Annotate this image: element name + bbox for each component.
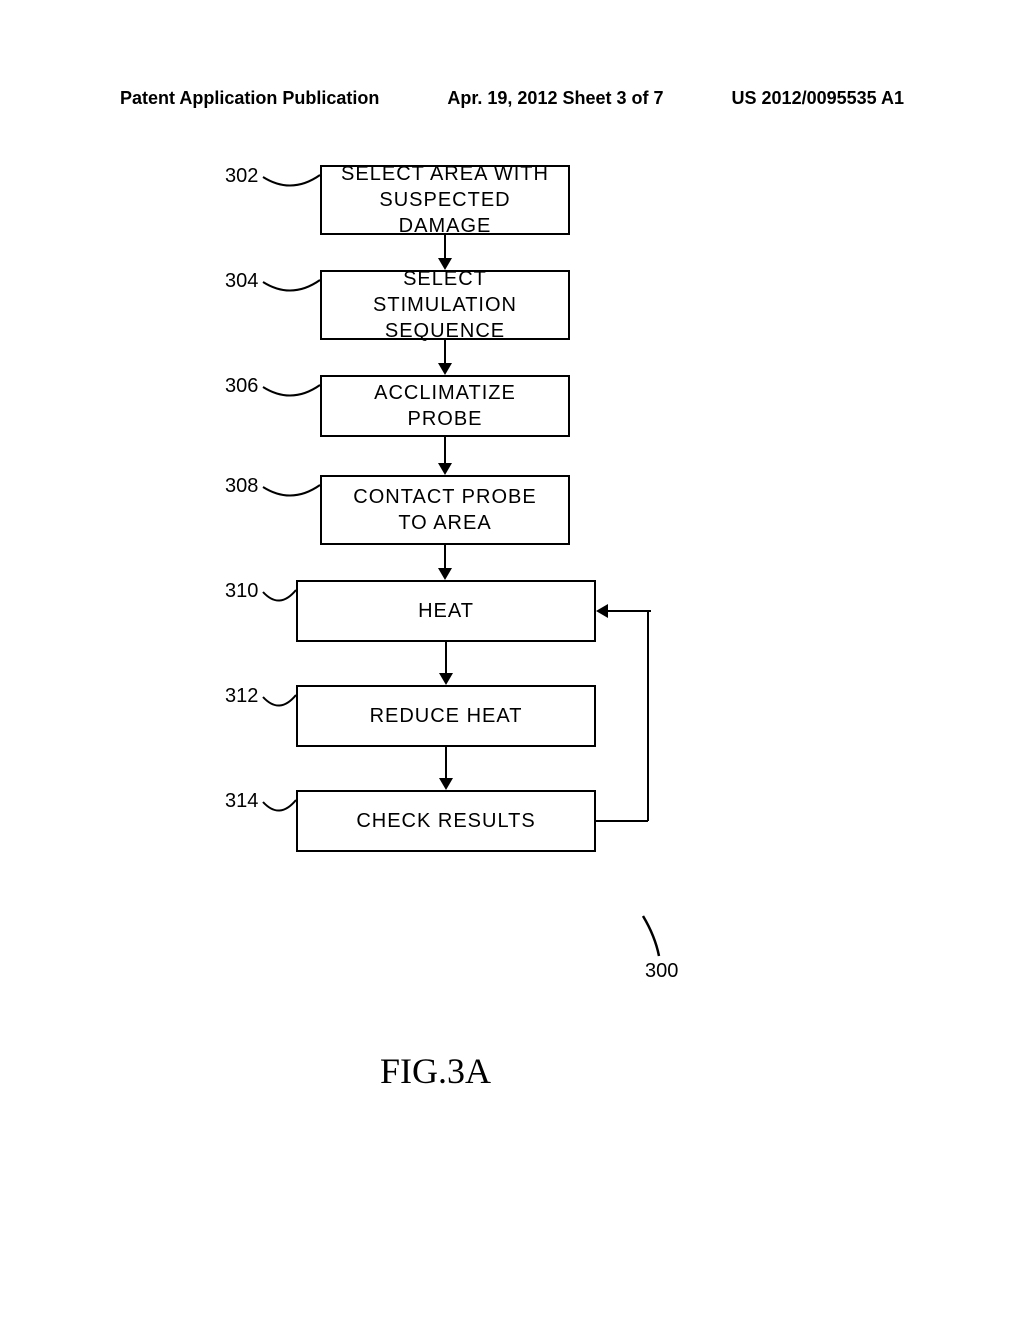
flowchart-box-308: CONTACT PROBE TO AREA: [320, 475, 570, 545]
edge-line: [444, 437, 447, 465]
edge-arrowhead: [438, 463, 452, 475]
edge-arrowhead: [438, 258, 452, 270]
loopback-seg: [596, 820, 648, 823]
edge-line: [444, 235, 447, 260]
ref-label-310: 310: [225, 580, 258, 603]
flowchart-box-310: HEAT: [296, 580, 596, 642]
ref-label-308: 308: [225, 475, 258, 498]
flowchart-diagram: SELECT AREA WITH SUSPECTED DAMAGE 302 SELE…: [0, 160, 1024, 1160]
edge-line: [444, 340, 447, 365]
flowchart-box-314: CHECK RESULTS: [296, 790, 596, 852]
edge-line: [445, 642, 448, 675]
flowchart-box-306: ACCLIMATIZE PROBE: [320, 375, 570, 437]
edge-arrowhead: [438, 363, 452, 375]
edge-arrowhead: [439, 778, 453, 790]
header-pub-number: US 2012/0095535 A1: [732, 88, 904, 109]
ref-label-312: 312: [225, 685, 258, 708]
ref-label-302: 302: [225, 165, 258, 188]
ref-label-304: 304: [225, 270, 258, 293]
loopback-arrowhead: [596, 604, 608, 618]
header-date-sheet: Apr. 19, 2012 Sheet 3 of 7: [447, 88, 663, 109]
edge-arrowhead: [438, 568, 452, 580]
flowchart-box-304: SELECT STIMULATION SEQUENCE: [320, 270, 570, 340]
edge-line: [444, 545, 447, 570]
page-header: Patent Application Publication Apr. 19, …: [0, 88, 1024, 109]
edge-line: [445, 747, 448, 780]
ref-label-314: 314: [225, 790, 258, 813]
header-publication: Patent Application Publication: [120, 88, 379, 109]
loopback-seg: [606, 610, 651, 613]
edge-arrowhead: [439, 673, 453, 685]
figure-ref-300: 300: [645, 960, 678, 983]
flowchart-box-312: REDUCE HEAT: [296, 685, 596, 747]
figure-label: FIG.3A: [380, 1050, 491, 1092]
loopback-seg: [647, 611, 650, 821]
ref-label-306: 306: [225, 375, 258, 398]
flowchart-box-302: SELECT AREA WITH SUSPECTED DAMAGE: [320, 165, 570, 235]
